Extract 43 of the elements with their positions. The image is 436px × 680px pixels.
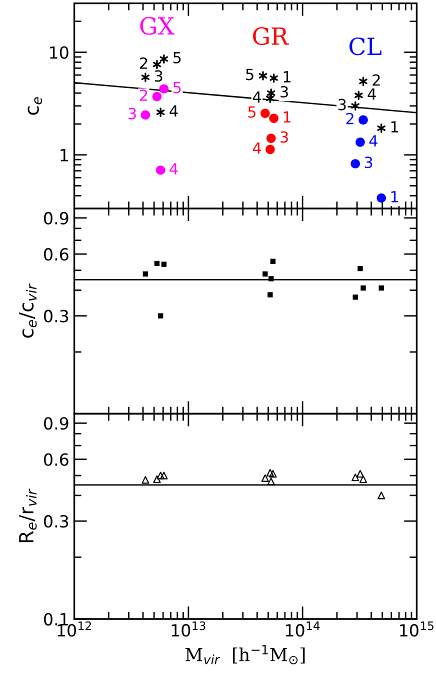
annotation: 3 bbox=[280, 86, 288, 98]
y-tick-label: 0.3 bbox=[44, 515, 68, 528]
annotation: 2 bbox=[140, 89, 148, 101]
x-tick-label: 10$^{14}$ bbox=[286, 622, 320, 637]
y-tick-label: 0.9 bbox=[44, 417, 68, 430]
y-tick-label: 0.3 bbox=[44, 310, 68, 322]
annotation: 1 bbox=[391, 191, 398, 202]
y-axis-title: R$_{e}$/r$_{vir}$ bbox=[19, 488, 37, 542]
y-axis-title: c$_{e}$ bbox=[28, 97, 42, 115]
annotation: 5 bbox=[173, 52, 181, 64]
annotation: 4 bbox=[170, 163, 178, 174]
annotation: 1 bbox=[284, 71, 290, 82]
annotation: 4 bbox=[368, 88, 376, 100]
annotation: 4 bbox=[252, 91, 261, 103]
annotation: 4 bbox=[369, 135, 378, 146]
y-tick-label: 10 bbox=[50, 46, 68, 59]
y-tick-label: 0.1 bbox=[44, 612, 68, 626]
annotation: 2 bbox=[140, 57, 148, 69]
y-tick-label: 1 bbox=[60, 149, 68, 162]
text: CL bbox=[349, 37, 382, 56]
text: GX bbox=[140, 16, 174, 35]
x-axis-title: M$_{vir}$ [h$^{−1}$M$_{⊙}$] bbox=[186, 645, 305, 664]
x-tick-label: 10$^{13}$ bbox=[172, 621, 206, 637]
annotation: 4 bbox=[252, 142, 261, 154]
annotation: 1 bbox=[284, 111, 290, 123]
annotation: 3 bbox=[338, 98, 346, 110]
annotation: 3 bbox=[154, 70, 162, 82]
annotation: 1 bbox=[391, 121, 398, 132]
text: GR bbox=[253, 27, 289, 46]
annotation: 4 bbox=[170, 105, 178, 117]
annotation: 3 bbox=[128, 108, 136, 120]
y-tick-label: 0.6 bbox=[44, 248, 68, 261]
annotation: 5 bbox=[248, 106, 256, 118]
y-axis-title: c$_{e}$/c$_{vir}$ bbox=[19, 283, 37, 338]
annotation: 5 bbox=[246, 68, 254, 80]
annotation: 5 bbox=[173, 82, 181, 94]
annotation: 3 bbox=[280, 131, 288, 143]
annotation: 2 bbox=[346, 112, 354, 124]
x-tick-label: 10$^{15}$ bbox=[400, 622, 434, 637]
y-tick-label: 0.9 bbox=[44, 212, 68, 224]
annotation: 2 bbox=[372, 74, 380, 86]
annotation: 3 bbox=[364, 156, 372, 168]
y-tick-label: 0.6 bbox=[44, 453, 68, 466]
